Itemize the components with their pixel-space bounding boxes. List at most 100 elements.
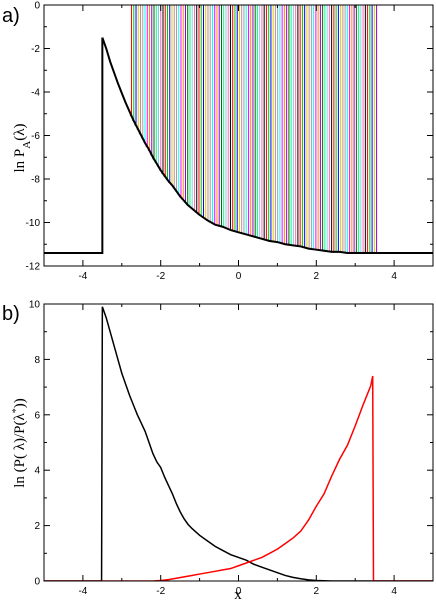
- panel-a-overlay-curve: [334, 5, 337, 253]
- panel-a-overlay-curve: [314, 5, 317, 251]
- panel-b-y-tick-label: 6: [34, 410, 40, 421]
- panel-a-overlay-curve: [266, 5, 270, 242]
- panel-a-overlay-curve: [320, 5, 324, 251]
- panel-a-y-tick-label: -12: [26, 262, 41, 273]
- panel-b-y-axis-title: ln (P( λ)/P(λ*)): [11, 398, 29, 488]
- panel-a-overlay-curve: [316, 5, 319, 251]
- panel-b-red-series-line: [44, 375, 433, 581]
- panel-a-overlay-curve: [368, 5, 371, 254]
- panel-a-overlay-curve: [235, 5, 238, 233]
- panel-a-overlay-curve: [291, 5, 294, 246]
- panel-a-x-tick-label: 4: [391, 271, 397, 282]
- panel-a-x-tick-label: 2: [314, 271, 320, 282]
- panel-a-overlay-curve: [318, 5, 321, 251]
- panel-b-x-tick-label: 2: [314, 586, 320, 597]
- panel-a-overlay-curve: [145, 5, 148, 148]
- panel-a-overlay-curve: [170, 5, 173, 186]
- panel-a-overlay-curve: [237, 5, 240, 233]
- panel-a-overlay-curve: [181, 5, 184, 201]
- panel-a-y-axis-title: ln PA(λ): [12, 124, 33, 173]
- panel-a-overlay-curve: [305, 5, 308, 249]
- panel-b-x-tick-label: -2: [156, 586, 165, 597]
- panel-a-overlay-curve: [372, 5, 375, 254]
- panel-a-overlay-curve: [239, 5, 243, 234]
- panel-b-ticks: -4 -2 0 2 4 0 2 4 6 8 10: [29, 300, 434, 597]
- panel-a-overlay-curve: [359, 5, 362, 254]
- panel-a-overlay-curve: [203, 5, 207, 220]
- panel-a-overlay-curve: [361, 5, 364, 254]
- panel-a-overlay-curve: [165, 5, 168, 181]
- panel-a-y-tick-label: -8: [31, 175, 40, 186]
- panel-a-overlay-curve: [154, 5, 157, 164]
- panel-a-overlay-curve: [278, 5, 281, 244]
- panel-a-overlay-curve: [365, 5, 369, 254]
- panel-a-overlay-curve: [156, 5, 160, 168]
- panel-a-overlay-curve: [293, 5, 297, 247]
- panel-a-overlay-curve: [300, 5, 303, 248]
- panel-a-overlay-curve: [149, 5, 153, 156]
- panel-a-overlay-curve: [374, 5, 378, 254]
- panel-a-overlay-curve: [284, 5, 288, 245]
- panel-a-overlay-curve: [131, 5, 135, 122]
- panel-a-overlay-curve: [233, 5, 236, 232]
- panel-a: a) ln PA(λ) -4 -2 0 2 4 0 -2 -4 -6 -8 -10 -12: [2, 1, 434, 282]
- panel-a-overlay-curve: [158, 5, 162, 171]
- panel-b-y-tick-label: 10: [29, 300, 41, 311]
- panel-a-overlay-curve: [242, 5, 245, 235]
- panel-a-overlay-curve: [226, 5, 229, 230]
- panel-a-overlay-curve: [280, 5, 283, 244]
- panel-a-overlay-curve: [163, 5, 166, 178]
- panel-a-overlay-curve: [134, 5, 137, 126]
- panel-b-y-tick-label: 2: [34, 521, 40, 532]
- panel-b-black-series-line: [44, 306, 433, 581]
- panel-a-overlay-curve: [260, 5, 263, 240]
- panel-a-overlay-curve: [251, 5, 254, 237]
- panel-a-overlay-curve: [347, 5, 351, 254]
- panel-b-y-tick-label: 0: [34, 577, 40, 588]
- panel-a-y-tick-label: -2: [31, 44, 40, 55]
- panel-a-overlay-curve: [143, 5, 146, 144]
- panel-a-overlay-curve: [147, 5, 151, 151]
- panel-a-overlay-curve: [341, 5, 344, 253]
- panel-b-y-tick-label: 8: [34, 355, 40, 366]
- panel-a-profile-line: [101, 37, 433, 254]
- panel-a-overlay-curve: [273, 5, 276, 243]
- panel-a-overlay-curve: [206, 5, 209, 222]
- panel-a-overlay-curve: [219, 5, 222, 227]
- panel-a-overlay-curve: [221, 5, 225, 228]
- panel-a-overlay-curve: [183, 5, 186, 203]
- panel-b-x-tick-label: -4: [78, 586, 87, 597]
- panel-b-plot-area: [44, 306, 433, 581]
- panel-a-overlay-curve: [185, 5, 189, 206]
- panel-a-overlay-curve: [188, 5, 191, 208]
- panel-a-overlay-curve: [140, 5, 144, 139]
- panel-a-overlay-curve: [338, 5, 342, 253]
- panel-a-x-tick-label: 0: [236, 271, 242, 282]
- panel-a-overlay-curve: [194, 5, 198, 213]
- panel-a-overlay-curve: [336, 5, 339, 253]
- panel-a-overlay-curve: [212, 5, 216, 225]
- panel-a-overlay-curve: [201, 5, 204, 219]
- panel-a-overlay-curve: [174, 5, 177, 192]
- panel-a-overlay-curve: [167, 5, 171, 183]
- panel-a-overlay-curve: [172, 5, 175, 189]
- panel-a-overlay-curve: [370, 5, 373, 254]
- panel-a-y-tick-label: 0: [34, 1, 40, 12]
- panel-a-overlay-curve: [343, 5, 346, 254]
- panel-a-overlay-curve: [352, 5, 355, 254]
- panel-a-overlay-curve: [264, 5, 267, 241]
- panel-a-overlay-curve: [356, 5, 360, 254]
- panel-a-overlay-curve: [262, 5, 265, 240]
- panel-a-overlay-curve: [298, 5, 301, 247]
- panel-a-series-layer: [44, 37, 433, 254]
- panel-a-overlay-curve: [224, 5, 227, 229]
- panel-b-series-layer: [44, 306, 433, 581]
- panel-a-overlay-curve: [192, 5, 195, 211]
- panel-a-overlay-curve: [210, 5, 213, 224]
- panel-a-overlay-curve: [179, 5, 182, 198]
- panel-a-overlay-curve: [248, 5, 252, 237]
- panel-a-overlay-curve: [138, 5, 142, 135]
- panel-a-overlay-curve: [190, 5, 193, 210]
- panel-a-overlay-curve: [215, 5, 218, 226]
- panel-a-overlay-curve: [257, 5, 261, 239]
